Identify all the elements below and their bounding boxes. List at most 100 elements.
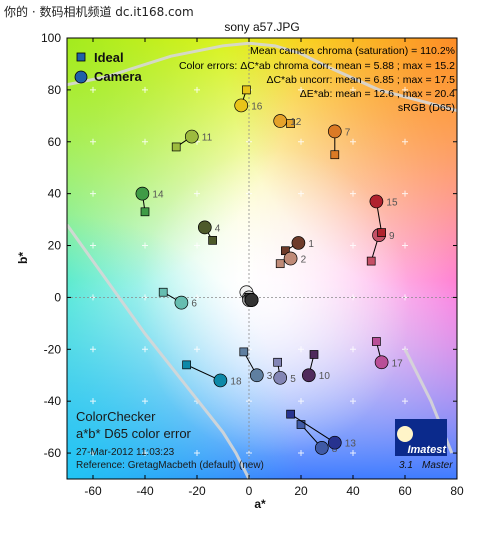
legend-ideal-label: Ideal — [94, 50, 124, 65]
ideal-marker — [140, 207, 150, 217]
camera-marker — [327, 435, 342, 450]
patch-label: 15 — [386, 197, 398, 208]
grid-cross — [90, 398, 96, 405]
camera-marker — [327, 124, 342, 139]
grid-cross — [194, 86, 200, 93]
stats-line-5: sRGB (D65) — [398, 102, 455, 114]
logo-sun-icon — [397, 426, 413, 442]
camera-marker — [234, 98, 249, 113]
ideal-marker — [275, 259, 285, 269]
ideal-marker — [366, 256, 376, 266]
x-tick-label: -20 — [188, 484, 206, 498]
camera-marker — [291, 236, 306, 250]
ideal-marker — [330, 150, 340, 160]
grid-cross — [298, 346, 304, 353]
ideal-marker — [286, 409, 295, 419]
y-axis-label: b* — [16, 252, 30, 264]
y-tick-label: -20 — [44, 342, 62, 356]
ideal-marker — [296, 420, 306, 429]
patch-label: 3 — [267, 371, 273, 382]
camera-marker — [135, 186, 150, 201]
logo-edition: Master — [422, 460, 453, 471]
patch-label: 2 — [301, 255, 307, 266]
info-heading-1: ColorChecker — [76, 409, 156, 424]
camera-marker — [249, 368, 264, 383]
grid-cross — [90, 190, 96, 197]
grid-cross — [350, 398, 356, 405]
grid-cross — [298, 398, 304, 405]
patch-label: 9 — [389, 231, 395, 242]
patch-label: 11 — [202, 133, 213, 144]
logo-brand: Imatest — [407, 444, 447, 456]
grid-cross — [194, 190, 200, 197]
legend-camera-label: Camera — [94, 69, 142, 84]
grid-cross — [142, 86, 148, 93]
grid-cross — [350, 242, 356, 249]
grid-cross — [402, 138, 408, 145]
y-tick-label: -60 — [44, 446, 62, 460]
grid-cross — [90, 86, 96, 93]
patch-label: 10 — [319, 371, 331, 382]
patch-marks-layer: 123456789101112131415161718 — [135, 85, 404, 455]
patch-label: 17 — [392, 358, 404, 369]
patch-label: 16 — [251, 101, 263, 112]
y-tick-label: 100 — [41, 31, 61, 45]
grid-cross — [90, 138, 96, 145]
gamut-boundary-left — [67, 223, 251, 479]
patch-label: 14 — [152, 190, 164, 201]
x-tick-label: 0 — [246, 484, 253, 498]
axes-layer: -60 -40 -20 0 20 40 60 80 -60 -40 -20 0 20 40 60 80 100 — [41, 31, 464, 498]
camera-marker — [197, 220, 212, 235]
camera-marker — [374, 355, 389, 370]
y-tick-label: 40 — [48, 187, 62, 201]
camera-marker — [184, 129, 199, 144]
x-tick-label: -60 — [84, 484, 102, 498]
grid-cross — [142, 398, 148, 405]
camera-marker — [301, 368, 316, 383]
patch-label: 7 — [345, 127, 351, 138]
y-tick-label: 0 — [54, 290, 61, 304]
stats-box: Mean camera chroma (saturation) = 110.2%… — [179, 45, 455, 114]
camera-marker — [314, 441, 329, 455]
patch-label: 12 — [290, 117, 302, 128]
ideal-marker — [309, 350, 319, 359]
grid-cross — [90, 346, 96, 353]
grid-cross — [350, 346, 356, 353]
camera-marker — [273, 370, 288, 385]
bottom-info: ColorChecker a*b* D65 color error 27-Mar… — [76, 409, 264, 471]
grid-cross — [402, 190, 408, 197]
stats-line-2: Color errors: ΔC*ab chroma corr: mean = … — [179, 60, 455, 72]
legend-camera-marker — [74, 70, 88, 84]
info-heading-2: a*b* D65 color error — [76, 426, 192, 441]
plot-background — [67, 38, 457, 479]
stats-line-3: ΔC*ab uncorr: mean = 6.85 ; max = 17.5 — [266, 74, 455, 86]
grid-cross — [142, 242, 148, 249]
grid-cross — [298, 190, 304, 197]
grid-cross — [298, 86, 304, 93]
x-tick-label: 40 — [346, 484, 360, 498]
grid-cross — [142, 138, 148, 145]
camera-marker — [369, 194, 384, 209]
grid-cross — [194, 242, 200, 249]
grid-cross — [298, 138, 304, 145]
logo-version: 3.1 — [399, 460, 413, 471]
site-watermark: 你的 · 数码相机频道 dc.it168.com — [4, 5, 194, 19]
grid-cross — [90, 242, 96, 249]
info-reference: Reference: GretagMacbeth (default) (new) — [76, 460, 264, 471]
x-tick-label: -40 — [136, 484, 154, 498]
ideal-marker — [171, 142, 181, 152]
camera-marker — [273, 114, 288, 128]
y-tick-label: 80 — [48, 83, 62, 97]
grid-cross — [402, 242, 408, 249]
ideal-marker — [239, 347, 249, 357]
stats-line-1: Mean camera chroma (saturation) = 110.2% — [250, 45, 455, 57]
error-vector — [290, 413, 336, 444]
ideal-marker — [273, 357, 282, 367]
imatest-logo: Imatest 3.1 Master — [395, 419, 453, 471]
ideal-marker — [208, 235, 217, 245]
y-tick-label: 60 — [48, 135, 62, 149]
grid-cross — [142, 450, 148, 457]
patch-label: 13 — [345, 439, 357, 450]
patch-label: 1 — [308, 239, 314, 250]
